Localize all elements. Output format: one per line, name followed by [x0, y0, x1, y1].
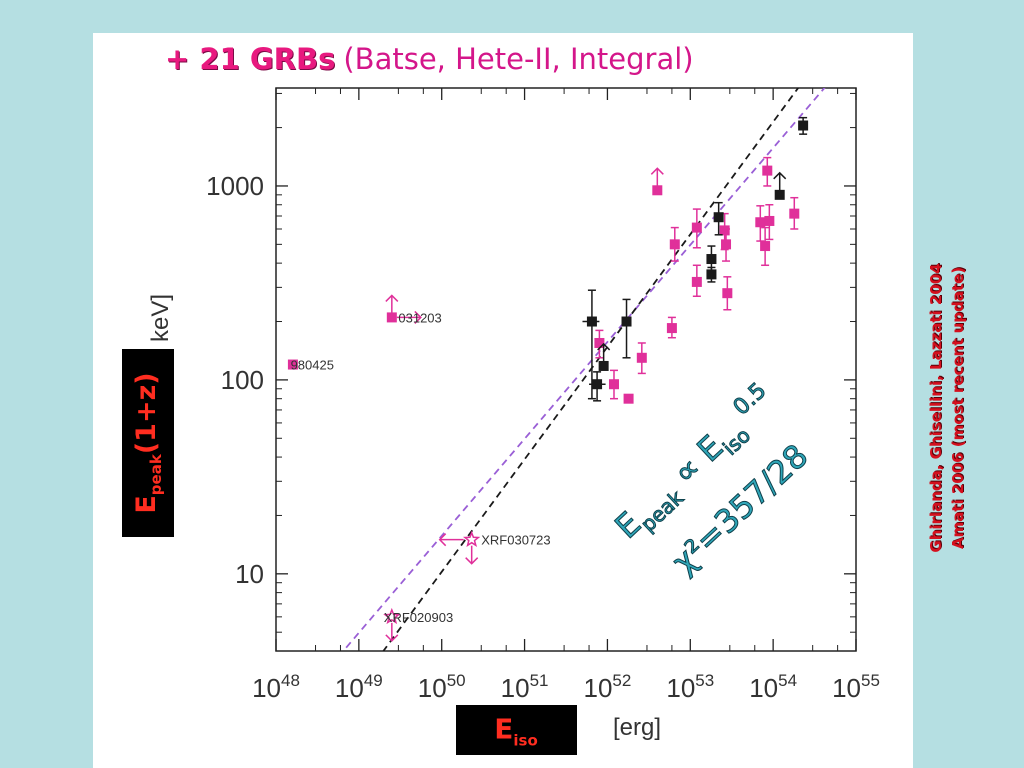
- data-point: [669, 239, 680, 250]
- x-tick-label: 1051: [501, 671, 549, 703]
- title-rest: (Batse, Hete-II, Integral): [343, 42, 694, 76]
- data-point: [592, 379, 603, 390]
- x-tick-label: 1049: [335, 671, 383, 703]
- data-point: [789, 208, 800, 219]
- y-tick-label: 1000: [206, 171, 264, 201]
- y-tick-label: 100: [221, 365, 264, 395]
- y-tick-label: 10: [235, 559, 264, 589]
- data-point: [774, 189, 785, 200]
- data-point: [386, 312, 397, 323]
- reference-1: Ghirlanda, Ghisellini, Lazzati 2004: [927, 263, 945, 553]
- reference-2: Amati 2006 (most recent update): [949, 266, 967, 550]
- x-axis-label-box: [456, 705, 577, 755]
- point-annotation: XRF030723: [481, 533, 550, 548]
- data-point: [706, 254, 717, 265]
- slide-title: + 21 GRBs (Batse, Hete-II, Integral): [165, 42, 694, 76]
- data-point: [666, 323, 677, 334]
- data-point: [623, 393, 634, 404]
- x-tick-label: 1048: [252, 671, 300, 703]
- data-point: [636, 352, 647, 363]
- data-point: [762, 165, 773, 176]
- data-point: [691, 222, 702, 233]
- point-annotation: 980425: [291, 358, 334, 373]
- x-tick-label: 1055: [832, 671, 880, 703]
- limit-arrow: [773, 171, 787, 180]
- data-point: [706, 269, 717, 280]
- data-point-star: [383, 607, 401, 625]
- data-point: [586, 316, 597, 327]
- x-tick-label: 1052: [584, 671, 632, 703]
- y-axis-label-box: [122, 349, 174, 537]
- data-point: [721, 239, 732, 250]
- data-point: [608, 379, 619, 390]
- limit-arrow: [597, 342, 611, 351]
- data-point: [760, 241, 771, 252]
- references: Ghirlanda, Ghisellini, Lazzati 2004 Amat…: [925, 263, 969, 552]
- data-point: [755, 217, 766, 228]
- data-point: [652, 185, 663, 196]
- x-unit-label: [erg]: [613, 714, 661, 741]
- data-point: [764, 215, 775, 226]
- x-label-sub: iso: [513, 731, 538, 750]
- data-point: [798, 120, 809, 131]
- y-label-sub: peak: [147, 454, 166, 496]
- x-tick-label: 1053: [666, 671, 714, 703]
- y-axis-label: Epeak(1+z): [131, 372, 165, 513]
- limit-arrow: [414, 310, 422, 324]
- data-point: [621, 316, 632, 327]
- x-tick-label: 1054: [749, 671, 797, 703]
- limit-arrow: [650, 167, 664, 175]
- limit-arrow: [385, 294, 399, 302]
- data-point: [722, 288, 733, 299]
- data-point: [719, 225, 730, 236]
- x-axis-label: Eiso: [494, 713, 538, 750]
- data-point: [287, 359, 298, 370]
- point-annotation: XRF020903: [384, 610, 453, 625]
- point-annotation: 031203: [398, 310, 441, 325]
- x-tick-label: 1050: [418, 671, 466, 703]
- data-point: [598, 360, 609, 371]
- purple-fit-line: [342, 88, 826, 651]
- plot-frame: [275, 87, 857, 652]
- title-accent: + 21 GRBs: [165, 42, 336, 76]
- black-fit-line: [382, 88, 800, 651]
- data-point-star: [462, 530, 481, 547]
- data-point: [713, 212, 724, 223]
- slide-panel: [93, 33, 913, 768]
- y-unit-label: keV]: [147, 294, 174, 342]
- x-label-main: E: [494, 712, 514, 746]
- limit-arrow: [385, 634, 399, 642]
- limit-arrow: [465, 557, 479, 565]
- limit-arrow: [438, 533, 447, 547]
- y-label-suffix: (1+z): [130, 372, 162, 455]
- data-point: [594, 337, 605, 348]
- y-label-main: E: [130, 495, 162, 514]
- data-point: [691, 276, 702, 287]
